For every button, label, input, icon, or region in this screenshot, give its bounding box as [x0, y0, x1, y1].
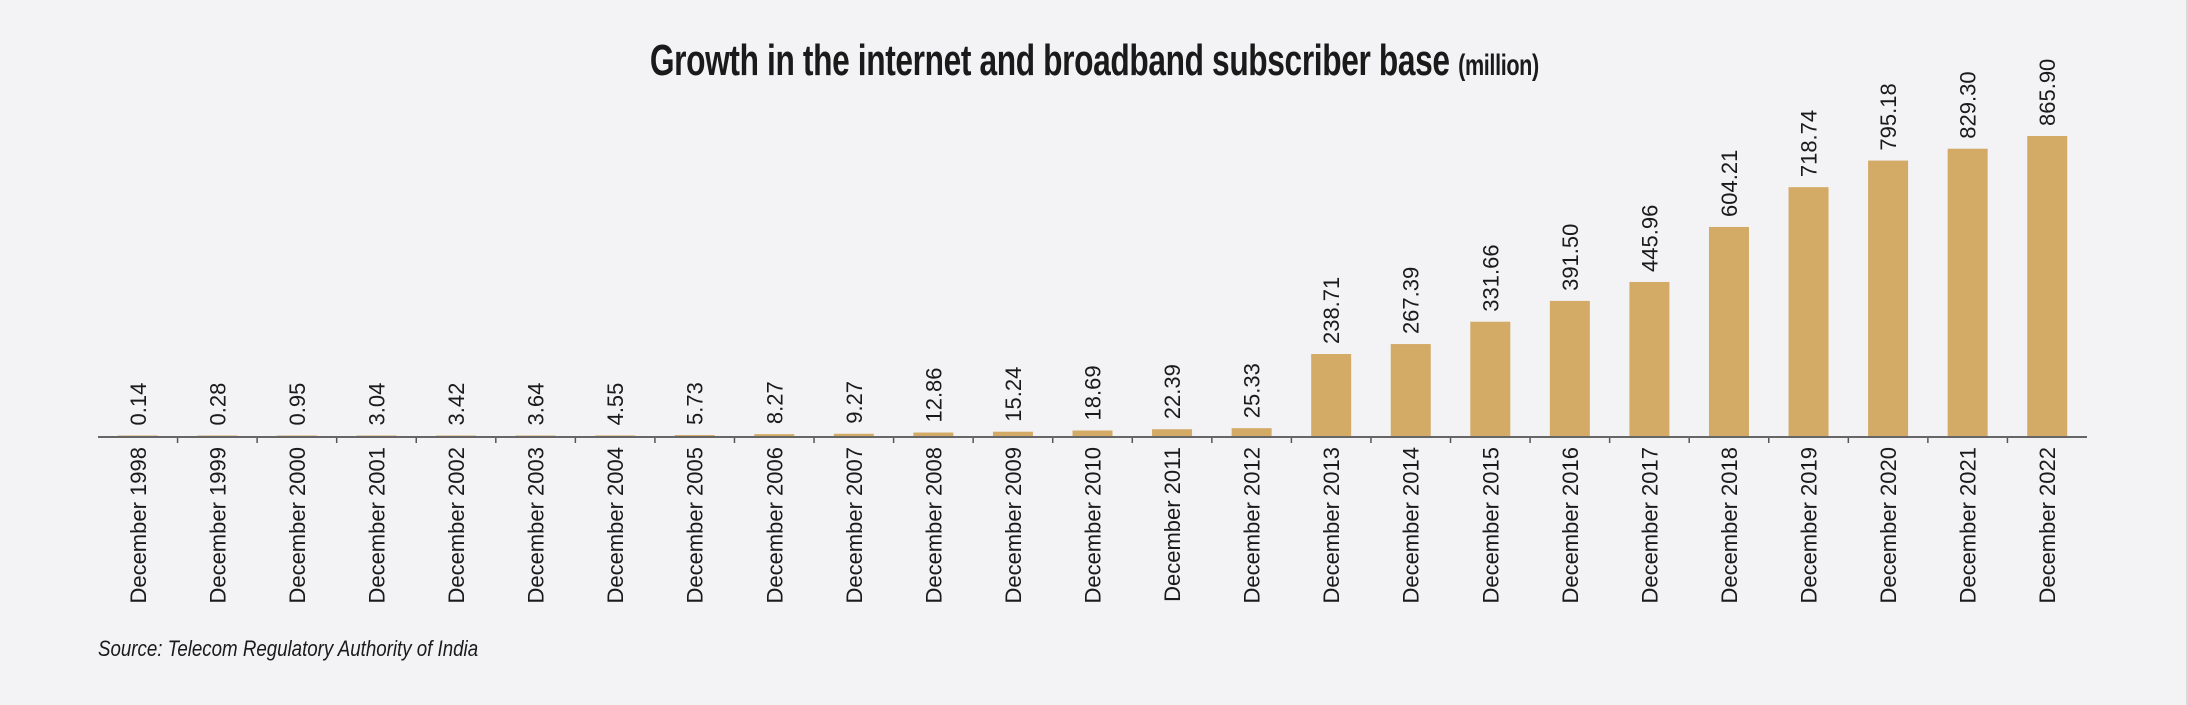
bar — [2027, 136, 2068, 437]
chart-title: Growth in the internet and broadband sub… — [0, 36, 2188, 86]
category-label: December 2003 — [524, 447, 549, 604]
category-label: December 2022 — [2035, 447, 2060, 604]
category-label: December 2013 — [1319, 447, 1344, 604]
value-label: 865.90 — [2035, 59, 2060, 126]
bar — [833, 433, 874, 437]
value-label: 18.69 — [1081, 365, 1106, 420]
category-label: December 2006 — [762, 447, 787, 604]
category-label: December 2021 — [1956, 447, 1981, 604]
value-label: 15.24 — [1001, 367, 1026, 422]
bar — [1152, 429, 1193, 437]
bar — [1708, 226, 1749, 437]
bar — [1072, 430, 1113, 437]
value-label: 391.50 — [1558, 224, 1583, 291]
bar — [1788, 187, 1829, 437]
value-label: 8.27 — [762, 381, 787, 424]
category-label: December 2012 — [1240, 447, 1265, 604]
category-label: December 2017 — [1637, 447, 1662, 604]
bar — [1549, 300, 1590, 437]
value-label: 718.74 — [1797, 110, 1822, 177]
category-label: December 2020 — [1876, 447, 1901, 604]
bar — [1868, 160, 1909, 437]
right-border — [2186, 0, 2188, 705]
bar — [913, 432, 954, 437]
bar — [1231, 428, 1272, 437]
bar — [754, 434, 795, 437]
category-label: December 2016 — [1558, 447, 1583, 604]
value-label: 3.42 — [444, 383, 469, 426]
bar — [1390, 344, 1431, 437]
value-label: 22.39 — [1160, 364, 1185, 419]
chart-title-unit: (million) — [1457, 49, 1539, 82]
value-label: 4.55 — [603, 383, 628, 426]
category-label: December 2007 — [842, 447, 867, 604]
category-label: December 2018 — [1717, 447, 1742, 604]
category-label: December 2000 — [285, 447, 310, 604]
category-label: December 2015 — [1478, 447, 1503, 604]
value-label: 604.21 — [1717, 150, 1742, 217]
value-label: 5.73 — [683, 382, 708, 425]
value-label: 0.28 — [205, 383, 230, 426]
value-label: 795.18 — [1876, 83, 1901, 150]
category-label: December 2002 — [444, 447, 469, 604]
category-label: December 2011 — [1160, 447, 1185, 602]
bar — [1311, 354, 1352, 437]
category-label: December 2019 — [1797, 447, 1822, 604]
source-note: Source: Telecom Regulatory Authority of … — [98, 636, 479, 661]
value-label: 267.39 — [1399, 267, 1424, 334]
category-label: December 2005 — [683, 447, 708, 604]
value-label: 0.14 — [126, 383, 151, 426]
value-label: 3.64 — [524, 383, 549, 426]
bar — [992, 431, 1033, 437]
value-label: 12.86 — [921, 367, 946, 422]
bar — [1947, 148, 1988, 437]
value-label: 829.30 — [1956, 71, 1981, 138]
category-label: December 1999 — [205, 447, 230, 604]
chart-title-text: Growth in the internet and broadband sub… — [649, 36, 1450, 85]
value-label: 238.71 — [1319, 277, 1344, 344]
category-label: December 1998 — [126, 447, 151, 604]
value-label: 25.33 — [1240, 363, 1265, 418]
category-label: December 2014 — [1399, 447, 1424, 604]
value-label: 9.27 — [842, 381, 867, 424]
value-label: 445.96 — [1637, 205, 1662, 272]
value-label: 0.95 — [285, 383, 310, 426]
category-label: December 2008 — [921, 447, 946, 604]
category-label: December 2009 — [1001, 447, 1026, 604]
bar — [1470, 321, 1511, 437]
category-label: December 2001 — [364, 447, 389, 604]
value-label: 3.04 — [364, 383, 389, 426]
category-label: December 2010 — [1081, 447, 1106, 604]
bar — [1629, 281, 1670, 437]
category-label: December 2004 — [603, 447, 628, 604]
value-label: 331.66 — [1478, 244, 1503, 311]
